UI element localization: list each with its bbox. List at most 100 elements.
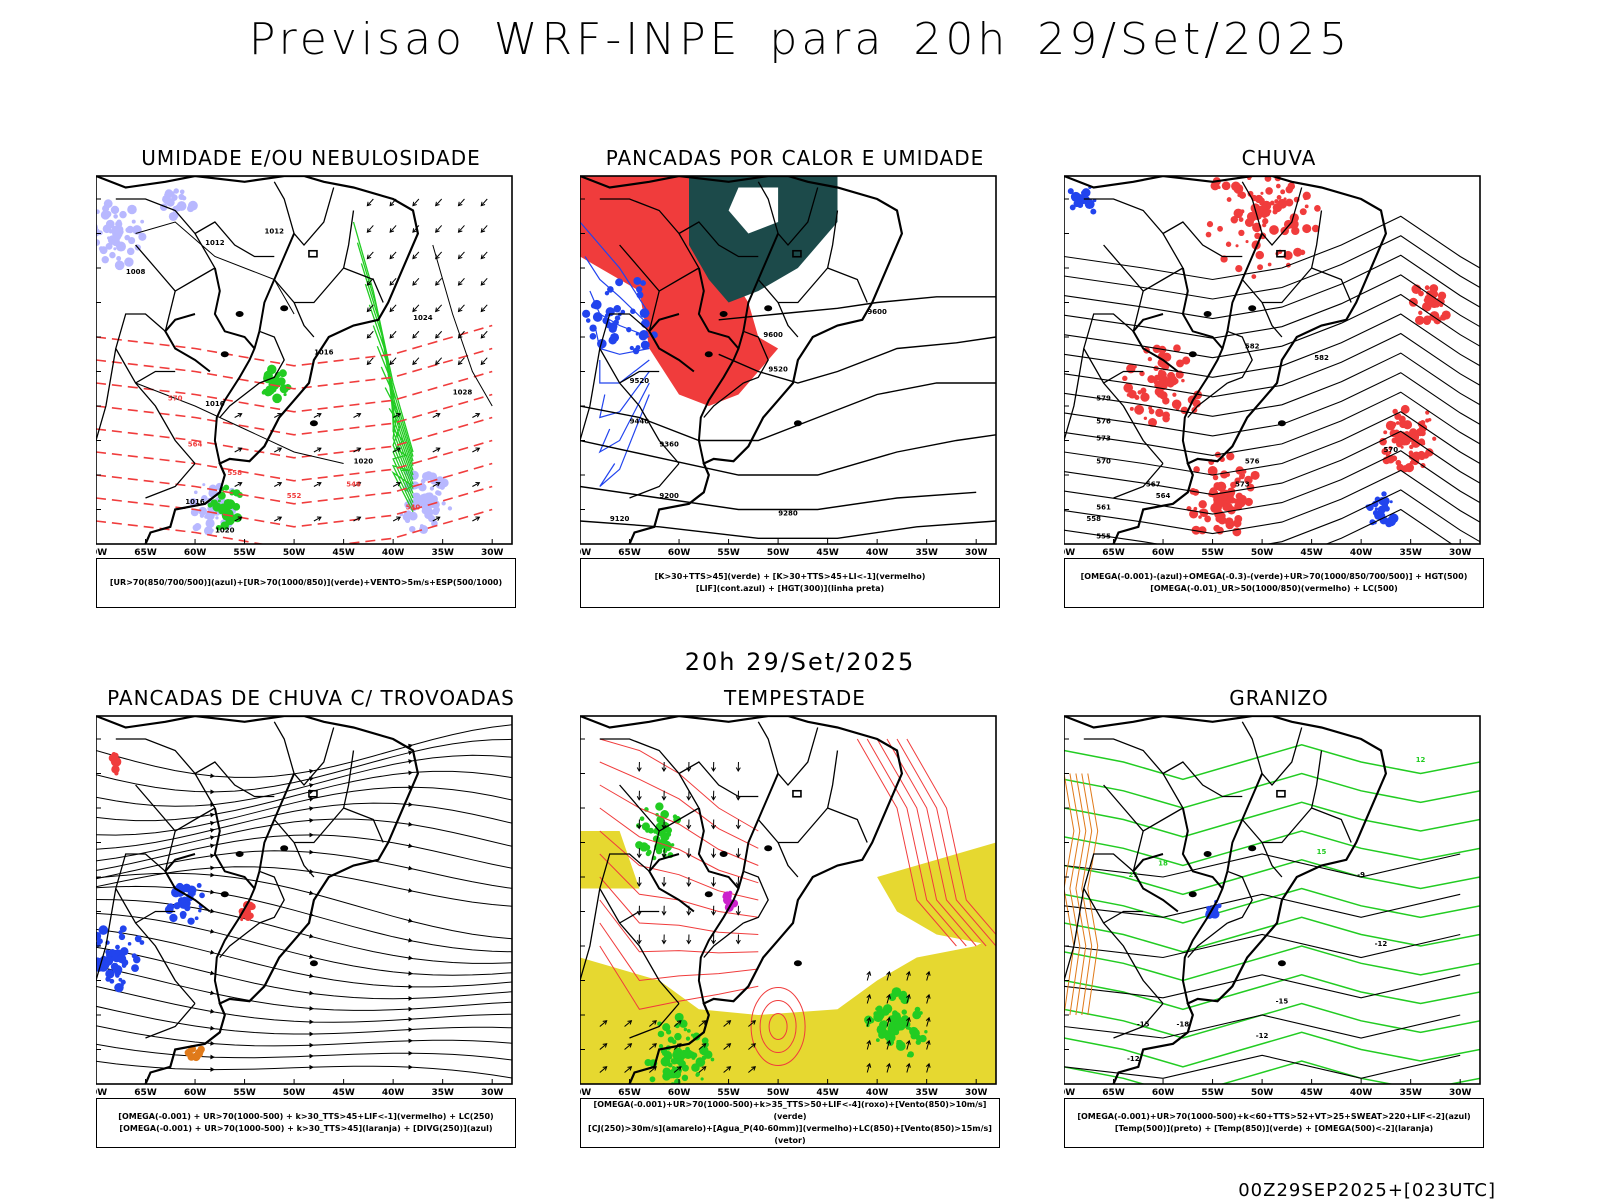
shade-dot — [210, 529, 213, 532]
contour-label: 582 — [1314, 354, 1329, 362]
island-marker — [764, 305, 772, 311]
streamline — [96, 886, 512, 951]
shade-dot — [119, 211, 126, 218]
island-marker — [1248, 845, 1256, 851]
contour-line — [1064, 275, 1480, 338]
shade-dot — [1222, 181, 1231, 190]
legend-line: [LIF](cont.azul) + [HGT(300)](linha pret… — [696, 583, 884, 595]
river-line — [215, 268, 255, 349]
shade-dot — [140, 220, 144, 224]
shade-dot — [1375, 507, 1378, 510]
shade-dot — [641, 341, 650, 350]
shade-dot — [208, 502, 213, 507]
lon-label: 35W — [1399, 548, 1422, 558]
shade-dot — [642, 822, 650, 830]
contour-label: 540 — [406, 504, 421, 512]
shade-dot — [684, 1028, 687, 1031]
legend-chuva: [OMEGA(-0.001)-(azul)+OMEGA(-0.3)-(verde… — [1064, 558, 1484, 608]
lon-label: 65W — [134, 1088, 157, 1098]
streamline-arrow — [409, 1051, 413, 1056]
lon-label: 45W — [332, 1088, 355, 1098]
lon-label: 50W — [767, 1088, 790, 1098]
shade-dot — [116, 237, 120, 241]
streamline-arrow — [408, 1027, 413, 1032]
shade-dot — [1169, 375, 1175, 381]
shade-dot — [240, 918, 243, 921]
streamline-arrow — [210, 789, 214, 794]
streamline-arrow — [210, 835, 215, 840]
shade-dot — [249, 903, 256, 910]
shade-dot — [883, 1004, 892, 1013]
shade-dot — [122, 963, 127, 968]
shade-dot — [106, 243, 113, 250]
shade-dot — [116, 256, 121, 261]
shade-dot — [711, 1058, 715, 1062]
shade-dot — [1386, 421, 1396, 431]
map-content — [96, 716, 512, 1084]
panel-title: TEMPESTADE — [580, 686, 1010, 710]
legend-line: [OMEGA(-0.001)+UR>70(1000-500)+k>35_TTS>… — [581, 1099, 999, 1123]
contour-label: 1012 — [205, 239, 225, 247]
contour-label: -15 — [1276, 998, 1289, 1006]
contour-label: 12 — [1416, 756, 1426, 764]
contour-label: 15 — [1317, 848, 1327, 856]
contour-label: 9120 — [610, 515, 630, 523]
shade-dot — [1269, 225, 1279, 235]
shade-dot — [894, 1014, 899, 1019]
streamline-arrow — [210, 873, 215, 878]
shade-dot — [109, 754, 117, 762]
legend-line: [CJ(250)>30m/s](amarelo)+[Agua_P(40-60mm… — [581, 1123, 999, 1147]
shade-dot — [1232, 172, 1242, 174]
shade-dot — [1390, 500, 1393, 503]
shade-dot — [1068, 188, 1074, 194]
shade-dot — [673, 1051, 681, 1059]
legend-line: [OMEGA(-0.001)-(azul)+OMEGA(-0.3)-(verde… — [1081, 571, 1468, 583]
panel-granizo: GRANIZO -12-15-12-9-18-12-151215182112S1… — [1064, 686, 1494, 1176]
shade-dot — [1148, 357, 1152, 361]
shade-dot — [1381, 491, 1386, 496]
lon-label: 60W — [668, 1088, 691, 1098]
streamline-arrow — [309, 1006, 314, 1011]
streamline-arrow — [309, 1065, 313, 1070]
shade-dot — [637, 292, 644, 299]
lon-label: 35W — [431, 548, 454, 558]
map-granizo: -12-15-12-9-18-12-151215182112S15S18S21S… — [1064, 712, 1494, 1098]
shade-dot — [1268, 263, 1272, 267]
shade-dot — [1242, 473, 1245, 476]
shade-dot — [1247, 217, 1254, 224]
streamline-arrow — [408, 866, 413, 871]
shade-dot — [1255, 251, 1264, 260]
contour-line — [1064, 470, 1480, 533]
lon-label: 30W — [481, 1088, 504, 1098]
shade-dot — [426, 492, 434, 500]
shade-dot — [1233, 519, 1241, 527]
shade-dot — [1259, 201, 1263, 205]
lon-label: 35W — [1399, 1088, 1422, 1098]
streamline — [96, 1044, 512, 1060]
legend-tempestade: [OMEGA(-0.001)+UR>70(1000-500)+k>35_TTS>… — [580, 1098, 1000, 1148]
shade-dot — [876, 1038, 880, 1042]
shade-dot — [104, 199, 113, 208]
contour-line — [1064, 774, 1480, 809]
shade-dot — [908, 1051, 914, 1057]
streamline-arrow — [309, 850, 314, 855]
legend-line: [OMEGA(-0.001) + UR>70(1000-500) + k>30_… — [118, 1111, 493, 1123]
shade-dot — [277, 381, 281, 385]
streamline-arrow — [309, 973, 314, 978]
streamline-arrow — [309, 954, 314, 959]
map-pancadas-calor: 96009520944093609280920091209600952012S1… — [580, 172, 1010, 558]
shade-dot — [187, 1053, 195, 1061]
river-line — [165, 314, 210, 372]
shade-dot — [613, 320, 619, 326]
coastline — [96, 716, 418, 1084]
shade-dot — [1293, 248, 1302, 257]
shade-dot — [590, 333, 597, 340]
streamline — [96, 900, 512, 964]
shade-dot — [605, 291, 609, 295]
border-line — [116, 739, 215, 808]
panel-trovoadas: PANCADAS DE CHUVA C/ TROVOADAS 12S15S18S… — [96, 686, 526, 1176]
island-marker — [310, 420, 318, 426]
border-line — [758, 722, 817, 785]
